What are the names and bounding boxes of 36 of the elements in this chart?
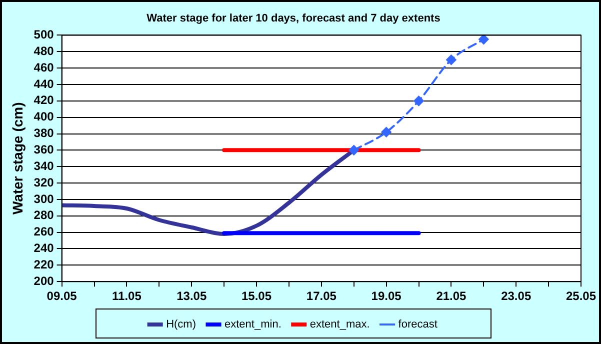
point bbox=[381, 127, 392, 138]
y-tick-label: 500 bbox=[34, 28, 54, 42]
y-tick-label: 480 bbox=[34, 44, 54, 58]
y-tick-label: 360 bbox=[34, 142, 54, 156]
y-tick-label: 320 bbox=[34, 175, 54, 190]
x-tick-label: 09.05 bbox=[46, 289, 78, 304]
y-tick-label: 440 bbox=[34, 76, 54, 91]
y-tick-label: 400 bbox=[34, 110, 54, 124]
y-tick-label: 300 bbox=[34, 192, 54, 206]
y-tick-label: 420 bbox=[34, 93, 54, 108]
legend-label: forecast bbox=[398, 318, 438, 331]
y-tick-label: 220 bbox=[34, 257, 54, 272]
x-tick-label: 23.05 bbox=[501, 289, 532, 304]
y-axis-title: Water stage (cm) bbox=[9, 102, 26, 215]
x-tick-label: 21.05 bbox=[436, 289, 467, 304]
point bbox=[446, 54, 456, 65]
y-tick-label: 460 bbox=[34, 60, 54, 74]
point bbox=[478, 35, 489, 44]
legend-label: H(cm) bbox=[166, 318, 196, 331]
x-tick-label: 17.05 bbox=[306, 289, 337, 304]
point bbox=[414, 96, 424, 106]
legend-label: extent_min. bbox=[224, 318, 282, 331]
x-tick-label: 13.05 bbox=[176, 289, 207, 304]
x-tick-label: 11.05 bbox=[112, 289, 142, 304]
y-tick-label: 380 bbox=[34, 126, 54, 140]
y-tick-label: 260 bbox=[34, 224, 54, 239]
legend-label: extent_max. bbox=[310, 318, 370, 331]
x-tick-label: 15.05 bbox=[242, 289, 272, 304]
x-tick-label: 25.05 bbox=[566, 289, 596, 304]
point bbox=[348, 145, 359, 156]
x-tick-label: 19.05 bbox=[371, 289, 402, 304]
chart-title: Water stage for later 10 days, forecast and 7 day extents bbox=[146, 12, 440, 25]
y-tick-label: 340 bbox=[34, 158, 54, 173]
y-tick-label: 280 bbox=[34, 208, 54, 222]
y-tick-label: 200 bbox=[34, 274, 54, 288]
y-tick-label: 240 bbox=[34, 241, 54, 256]
